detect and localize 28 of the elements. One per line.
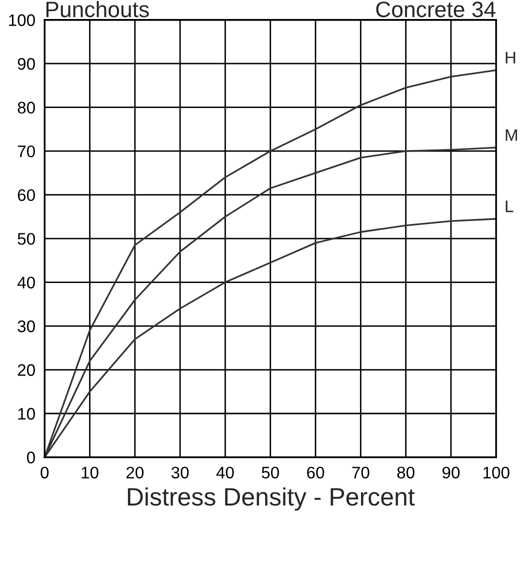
x-tick-label: 50: [262, 466, 279, 479]
y-tick-label: 20: [18, 364, 35, 376]
x-tick-label: 10: [82, 466, 98, 479]
chart-subtitle: Concrete 34: [376, 2, 496, 18]
y-tick-label: 0: [26, 452, 35, 464]
x-axis-title: Distress Density - Percent: [128, 487, 415, 511]
series-label: L: [506, 200, 514, 212]
x-tick-label: 100: [483, 466, 510, 479]
x-tick-label: 20: [126, 466, 144, 479]
x-tick-label: 70: [352, 466, 370, 479]
y-tick-label: 50: [18, 232, 35, 245]
x-tick-label: 60: [307, 466, 324, 479]
x-tick-label: 0: [40, 466, 49, 479]
x-tick-label: 40: [216, 466, 234, 479]
chart-title: Punchouts: [46, 1, 149, 18]
y-tick-label: 10: [18, 408, 35, 420]
x-tick-label: 30: [171, 466, 189, 479]
y-tick-label: 70: [18, 145, 35, 158]
y-tick-label: 100: [9, 14, 35, 26]
y-tick-label: 30: [18, 320, 35, 332]
y-tick-label: 40: [17, 276, 35, 288]
y-tick-label: 60: [18, 189, 35, 202]
series-label: M: [506, 129, 517, 141]
x-tick-label: 90: [442, 466, 460, 479]
y-tick-label: 90: [18, 58, 35, 70]
series-label: H: [506, 52, 516, 64]
y-tick-label: 80: [18, 102, 35, 114]
x-tick-label: 80: [397, 466, 414, 479]
